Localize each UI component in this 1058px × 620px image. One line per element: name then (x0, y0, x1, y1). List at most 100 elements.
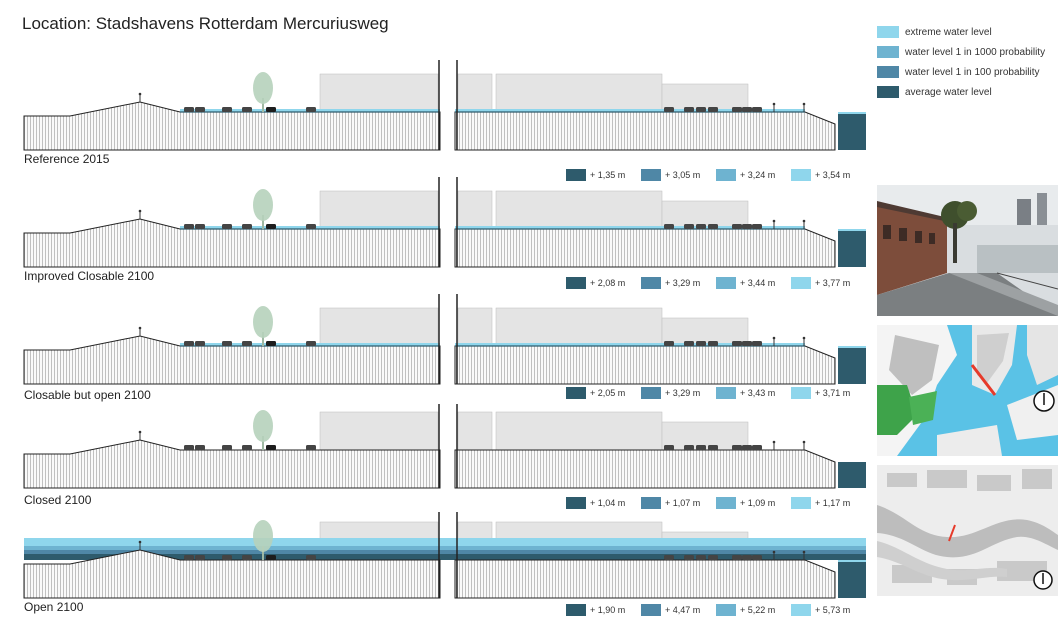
car-icon (195, 445, 205, 450)
level-value: + 5,73 m (815, 605, 851, 615)
level-value: + 3,05 m (665, 170, 701, 180)
car-icon (306, 224, 316, 229)
scenario-label: Reference 2015 (24, 152, 110, 166)
level-value: + 1,07 m (665, 498, 701, 508)
level-extreme: + 3,77 m (791, 276, 866, 290)
legend-item-100: water level 1 in 100 probability (877, 66, 1040, 78)
car-icon (184, 224, 194, 229)
building (495, 73, 663, 113)
car-icon (184, 445, 194, 450)
car-icon (195, 555, 205, 560)
car-icon (195, 341, 205, 346)
level-swatch (641, 277, 661, 289)
car-icon (242, 341, 252, 346)
cross-section-improved-closable-2100 (23, 177, 866, 268)
cross-section-closed-2100 (23, 404, 866, 489)
car-icon (752, 341, 762, 346)
tree-trunk (262, 215, 264, 229)
ground-profile-right (454, 111, 836, 151)
car-icon (708, 555, 718, 560)
car-icon (708, 224, 718, 229)
harbour-water-extreme (838, 560, 866, 562)
ground-profile-right (454, 345, 836, 385)
legend-swatch (877, 66, 899, 78)
car-icon (732, 224, 742, 229)
water-levels-row: + 1,35 m + 3,05 m + 3,24 m + 3,54 m (566, 168, 866, 182)
cross-section-reference-2015 (23, 60, 866, 151)
car-icon (306, 555, 316, 560)
level-value: + 1,35 m (590, 170, 626, 180)
level-extreme: + 3,54 m (791, 168, 866, 182)
tree-trunk (262, 436, 264, 450)
car-icon (696, 445, 706, 450)
level-swatch (566, 604, 586, 616)
car-icon (684, 341, 694, 346)
car-icon (195, 224, 205, 229)
tree-crown (253, 520, 273, 552)
legend-item-1000: water level 1 in 1000 probability (877, 46, 1045, 58)
level-swatch (641, 604, 661, 616)
level-100: + 4,47 m (641, 603, 716, 617)
building (319, 411, 439, 451)
building (319, 190, 439, 230)
level-value: + 5,22 m (740, 605, 776, 615)
harbour-water (838, 348, 866, 384)
level-swatch (641, 497, 661, 509)
car-icon (752, 224, 762, 229)
scenario-label: Closed 2100 (24, 493, 92, 507)
level-extreme: + 3,71 m (791, 386, 866, 400)
car-icon (742, 107, 752, 112)
legend-label: water level 1 in 100 probability (905, 66, 1040, 78)
car-icon (684, 107, 694, 112)
car-icon (266, 224, 276, 229)
overview-location-map (877, 465, 1058, 596)
level-100: + 3,29 m (641, 276, 716, 290)
car-icon (266, 107, 276, 112)
level-value: + 3,29 m (665, 278, 701, 288)
level-100: + 1,07 m (641, 496, 716, 510)
level-swatch (641, 169, 661, 181)
person-icon (802, 102, 806, 106)
level-extreme: + 1,17 m (791, 496, 866, 510)
level-value: + 3,29 m (665, 388, 701, 398)
aerial-location-map (877, 325, 1058, 456)
building (495, 190, 663, 230)
person-icon (772, 550, 776, 554)
car-icon (708, 341, 718, 346)
level-value: + 1,09 m (740, 498, 776, 508)
level-swatch (716, 387, 736, 399)
car-icon (306, 445, 316, 450)
person-icon (138, 326, 142, 330)
building (457, 73, 493, 113)
tree-crown (253, 72, 273, 104)
car-icon (222, 224, 232, 229)
level-swatch (566, 277, 586, 289)
car-icon (696, 555, 706, 560)
level-value: + 1,17 m (815, 498, 851, 508)
water-strip (455, 343, 805, 346)
scenario-label: Closable but open 2100 (24, 388, 151, 402)
level-average: + 1,90 m (566, 603, 641, 617)
level-1000: + 5,22 m (716, 603, 791, 617)
level-average: + 1,35 m (566, 168, 641, 182)
car-icon (752, 555, 762, 560)
car-icon (222, 555, 232, 560)
car-icon (242, 224, 252, 229)
car-icon (708, 107, 718, 112)
building (457, 411, 493, 451)
car-icon (664, 341, 674, 346)
legend-label: average water level (905, 86, 992, 98)
person-icon (772, 102, 776, 106)
legend-label: water level 1 in 1000 probability (905, 46, 1046, 58)
legend-swatch (877, 86, 899, 98)
person-icon (138, 209, 142, 213)
level-1000: + 3,24 m (716, 168, 791, 182)
legend-item-extreme: extreme water level (877, 26, 992, 38)
level-swatch (566, 497, 586, 509)
person-icon (138, 430, 142, 434)
legend-label: extreme water level (905, 26, 992, 38)
level-swatch (791, 497, 811, 509)
car-icon (708, 445, 718, 450)
car-icon (696, 224, 706, 229)
person-icon (138, 92, 142, 96)
